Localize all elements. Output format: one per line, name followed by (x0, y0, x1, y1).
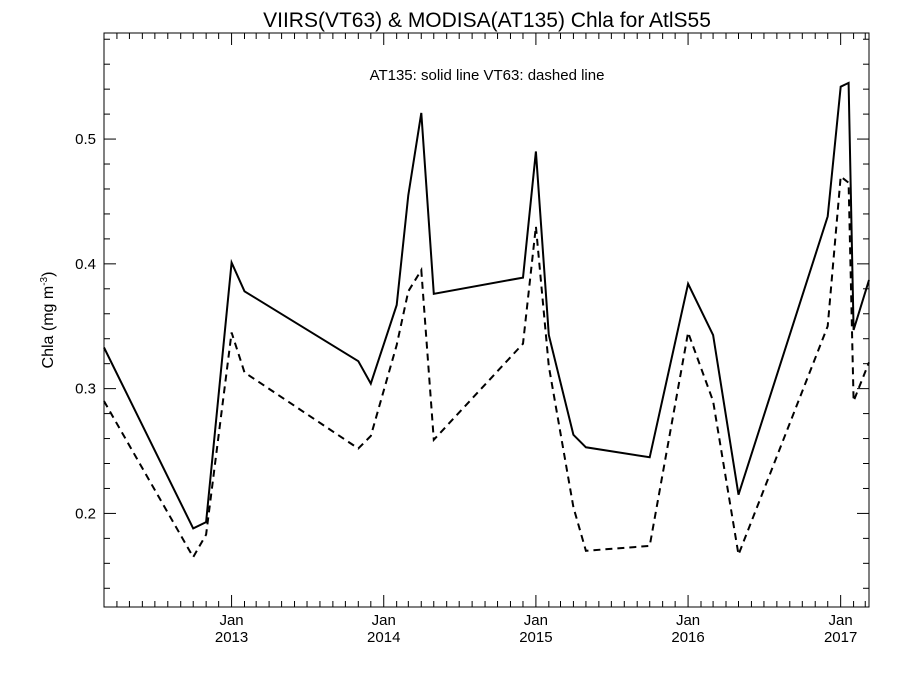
series-line-at135 (103, 81, 870, 530)
x-tick-label-month: Jan (829, 612, 853, 629)
x-tick-label-month: Jan (676, 612, 700, 629)
y-axis-label-text: Chla (mg m (40, 286, 57, 369)
y-tick-label: 0.3 (75, 381, 96, 398)
y-tick-label: 0.4 (75, 256, 96, 273)
chart-title: VIIRS(VT63) & MODISA(AT135) Chla for Atl… (263, 9, 711, 32)
series-line-vt63 (103, 174, 870, 560)
y-axis: 0.2 0.3 0.4 0.5 (75, 131, 869, 522)
y-axis-label: Chla (mg m-3) (39, 272, 57, 369)
x-tick-label-month: Jan (372, 612, 396, 629)
plot-frame (103, 32, 870, 608)
y-axis-label-superscript: -3 (39, 276, 50, 285)
x-tick-label-month: Jan (219, 612, 243, 629)
y-tick-label: 0.2 (75, 505, 96, 522)
x-tick-label-year: 2014 (367, 629, 400, 646)
x-tick-label-month: Jan (524, 612, 548, 629)
y-tick-label: 0.5 (75, 131, 96, 148)
y-axis-label-close: ) (40, 272, 57, 277)
series-lines (103, 81, 870, 560)
x-tick-label-year: 2017 (824, 629, 857, 646)
series-annotation: AT135: solid line VT63: dashed line (370, 67, 605, 84)
x-tick-label-year: 2016 (671, 629, 704, 646)
minor-ticks (103, 33, 869, 607)
x-tick-label-year: 2015 (519, 629, 552, 646)
x-tick-label-year: 2013 (215, 629, 248, 646)
